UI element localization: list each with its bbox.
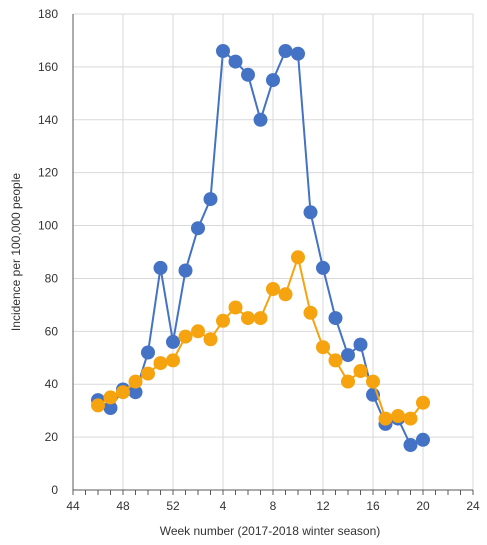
series-1-point	[128, 385, 143, 400]
series-2	[91, 250, 430, 426]
series-1-point	[103, 401, 118, 415]
series-2-point	[91, 398, 105, 413]
y-tick-label: 60	[45, 324, 59, 338]
x-tick-label: 20	[416, 499, 430, 513]
x-tick-label: 48	[116, 499, 130, 513]
y-tick-label: 0	[51, 483, 58, 497]
series-2-point	[253, 311, 268, 326]
series-1-point	[228, 54, 243, 69]
series-1-point	[403, 438, 418, 452]
series-1-point	[328, 311, 343, 326]
series-1-point	[416, 432, 430, 447]
series-2-point	[153, 356, 168, 371]
y-tick-label: 40	[45, 377, 59, 391]
series-1-point	[303, 205, 318, 220]
series-1-point	[353, 337, 368, 352]
y-tick-label: 80	[45, 271, 59, 285]
series-2-point	[241, 311, 255, 326]
series-2-point	[166, 353, 180, 368]
series-1-point	[341, 348, 355, 363]
series-1-point	[253, 112, 268, 127]
series-2-point	[191, 324, 205, 339]
series-2-point	[391, 409, 405, 423]
x-tick-label: 8	[270, 499, 277, 513]
series-2-point	[328, 353, 343, 368]
y-tick-label: 20	[45, 430, 59, 444]
series-2-point	[203, 332, 218, 347]
series-1-point	[141, 345, 155, 360]
series-2-point	[303, 305, 318, 320]
series-1-point	[316, 260, 330, 275]
series-2-point	[103, 390, 118, 405]
series-1-point	[266, 73, 280, 88]
y-tick-label: 120	[38, 166, 58, 180]
series-1-point	[166, 334, 180, 349]
y-tick-label: 160	[38, 60, 58, 74]
series-2-point	[416, 395, 430, 410]
series-2-point	[403, 411, 418, 426]
series-2-point	[278, 287, 293, 302]
x-axis-title: Week number (2017-2018 winter season)	[160, 524, 381, 538]
series-2-point	[128, 374, 143, 389]
x-tick-label: 12	[316, 499, 330, 513]
series-layer	[91, 44, 430, 452]
series-2-point	[341, 374, 355, 389]
series-2-point	[266, 282, 280, 296]
series-1-point	[153, 260, 168, 275]
series-1-point	[203, 192, 218, 207]
series-1-point	[216, 44, 230, 58]
series-1-point	[241, 67, 255, 82]
series-1-point	[191, 221, 205, 236]
series-2-point	[366, 374, 380, 389]
series-1	[91, 44, 430, 452]
y-tick-label: 180	[38, 7, 58, 21]
grid-layer	[73, 13, 474, 490]
x-tick-label: 24	[466, 499, 480, 513]
y-tick-label: 140	[38, 113, 58, 127]
y-axis-title: Incidence per 100,000 people	[9, 173, 23, 331]
x-tick-label: 16	[366, 499, 380, 513]
series-1-point	[278, 44, 293, 58]
x-tick-label: 52	[166, 499, 180, 513]
x-tick-label: 4	[220, 499, 227, 513]
x-tick-label: 44	[66, 499, 80, 513]
series-2-point	[116, 385, 130, 400]
series-1-point	[291, 46, 305, 61]
series-2-point	[216, 313, 230, 328]
series-2-point	[291, 250, 305, 265]
series-2-point	[178, 329, 193, 344]
series-1-point	[178, 263, 193, 278]
series-2-point	[141, 366, 155, 381]
series-2-point	[378, 411, 393, 426]
y-tick-label: 100	[38, 219, 58, 233]
series-2-point	[228, 300, 243, 315]
series-2-point	[353, 364, 368, 378]
series-2-point	[316, 340, 330, 355]
